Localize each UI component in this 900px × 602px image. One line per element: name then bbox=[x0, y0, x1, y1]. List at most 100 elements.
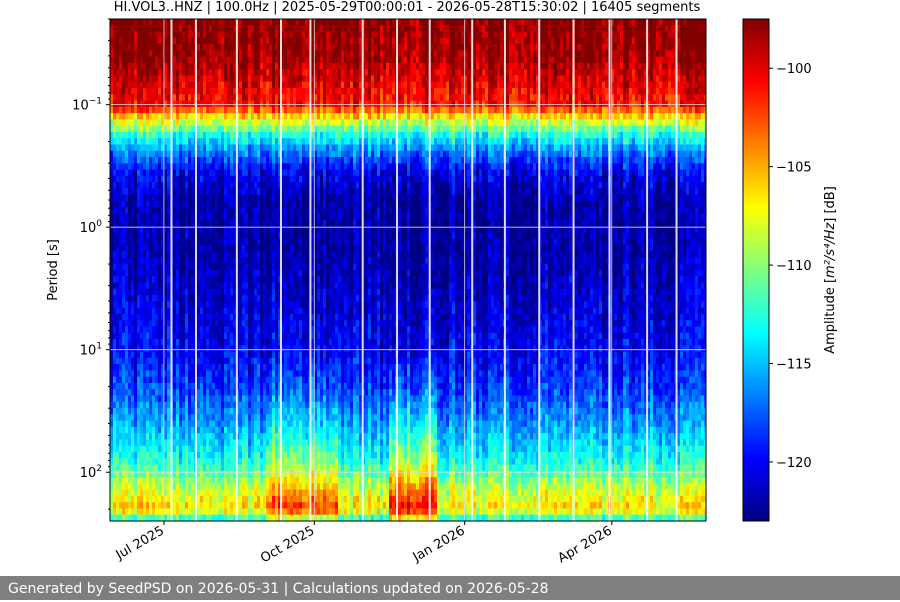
heatmap-cell bbox=[167, 200, 171, 208]
heatmap-cell bbox=[224, 138, 228, 145]
heatmap-cell bbox=[146, 226, 150, 233]
heatmap-cell bbox=[275, 94, 279, 101]
heatmap-cell bbox=[245, 464, 249, 472]
heatmap-cell bbox=[110, 188, 114, 196]
heatmap-cell bbox=[260, 332, 264, 340]
heatmap-cell bbox=[206, 433, 210, 440]
heatmap-cell bbox=[263, 370, 267, 378]
heatmap-cell bbox=[173, 119, 177, 127]
heatmap-cell bbox=[248, 200, 252, 208]
heatmap-cell bbox=[191, 182, 195, 189]
heatmap-cell bbox=[143, 508, 147, 516]
heatmap-cell bbox=[119, 19, 123, 26]
heatmap-cell bbox=[233, 420, 237, 428]
heatmap-cell bbox=[140, 163, 144, 170]
heatmap-cell bbox=[143, 439, 147, 447]
heatmap-cell bbox=[203, 257, 207, 265]
heatmap-cell bbox=[272, 414, 276, 421]
heatmap-cell bbox=[245, 157, 249, 164]
heatmap-cell bbox=[155, 345, 159, 352]
heatmap-cell bbox=[281, 125, 285, 133]
heatmap-cell bbox=[128, 194, 132, 202]
heatmap-cell bbox=[182, 131, 186, 139]
heatmap-cell bbox=[116, 426, 120, 434]
heatmap-cell bbox=[257, 94, 261, 101]
heatmap-cell bbox=[218, 69, 222, 76]
heatmap-cell bbox=[149, 339, 153, 346]
heatmap-cell bbox=[272, 56, 276, 64]
heatmap-cell bbox=[197, 25, 201, 32]
heatmap-cell bbox=[113, 251, 117, 258]
heatmap-cell bbox=[149, 19, 153, 26]
heatmap-cell bbox=[209, 213, 213, 221]
heatmap-cell bbox=[137, 182, 141, 189]
heatmap-cell bbox=[215, 100, 219, 108]
heatmap-cell bbox=[284, 313, 288, 321]
heatmap-cell bbox=[152, 313, 156, 321]
heatmap-cell bbox=[248, 238, 252, 246]
heatmap-cell bbox=[110, 357, 114, 365]
heatmap-cell bbox=[209, 150, 213, 158]
heatmap-cell bbox=[245, 194, 249, 202]
heatmap-cell bbox=[245, 56, 249, 64]
heatmap-cell bbox=[260, 313, 264, 321]
heatmap-cell bbox=[293, 56, 297, 64]
heatmap-cell bbox=[182, 364, 186, 371]
heatmap-cell bbox=[269, 125, 273, 133]
heatmap-cell bbox=[251, 31, 255, 39]
heatmap-cell bbox=[182, 408, 186, 415]
heatmap-cell bbox=[218, 270, 222, 277]
heatmap-cell bbox=[161, 382, 165, 390]
heatmap-cell bbox=[140, 489, 144, 497]
heatmap-cell bbox=[140, 401, 144, 409]
heatmap-cell bbox=[251, 313, 255, 321]
heatmap-cell bbox=[212, 175, 216, 183]
heatmap-cell bbox=[284, 263, 288, 271]
heatmap-cell bbox=[137, 244, 141, 252]
heatmap-cell bbox=[242, 458, 246, 465]
heatmap-cell bbox=[227, 88, 231, 95]
heatmap-cell bbox=[287, 213, 291, 221]
heatmap-cell bbox=[137, 470, 141, 478]
heatmap-cell bbox=[113, 131, 117, 139]
heatmap-cell bbox=[209, 464, 213, 472]
heatmap-cell bbox=[206, 370, 210, 378]
heatmap-cell bbox=[272, 138, 276, 145]
heatmap-cell bbox=[188, 194, 192, 202]
heatmap-cell bbox=[191, 470, 195, 478]
heatmap-cell bbox=[284, 131, 288, 139]
heatmap-cell bbox=[206, 182, 210, 189]
heatmap-cell bbox=[110, 320, 114, 327]
heatmap-cell bbox=[191, 445, 195, 453]
heatmap-cell bbox=[221, 226, 225, 233]
heatmap-cell bbox=[272, 88, 276, 95]
heatmap-cell bbox=[173, 502, 177, 509]
heatmap-cell bbox=[218, 389, 222, 396]
heatmap-cell bbox=[155, 94, 159, 101]
heatmap-cell bbox=[260, 200, 264, 208]
heatmap-cell bbox=[260, 257, 264, 265]
heatmap-cell bbox=[128, 339, 132, 346]
heatmap-cell bbox=[143, 257, 147, 265]
heatmap-cell bbox=[179, 263, 183, 271]
heatmap-cell bbox=[296, 144, 300, 152]
heatmap-cell bbox=[275, 382, 279, 390]
heatmap-cell bbox=[239, 200, 243, 208]
heatmap-cell bbox=[125, 182, 129, 189]
heatmap-cell bbox=[197, 119, 201, 127]
heatmap-cell bbox=[113, 188, 117, 196]
heatmap-cell bbox=[149, 75, 153, 83]
heatmap-cell bbox=[212, 62, 216, 70]
heatmap-cell bbox=[188, 288, 192, 296]
heatmap-cell bbox=[176, 326, 180, 334]
heatmap-cell bbox=[260, 175, 264, 183]
heatmap-cell bbox=[233, 495, 237, 503]
heatmap-cell bbox=[149, 313, 153, 321]
heatmap-cell bbox=[227, 175, 231, 183]
heatmap-cell bbox=[119, 263, 123, 271]
heatmap-cell bbox=[152, 364, 156, 371]
heatmap-cell bbox=[278, 288, 282, 296]
heatmap-cell bbox=[209, 113, 213, 120]
heatmap-cell bbox=[260, 376, 264, 384]
heatmap-cell bbox=[278, 320, 282, 327]
